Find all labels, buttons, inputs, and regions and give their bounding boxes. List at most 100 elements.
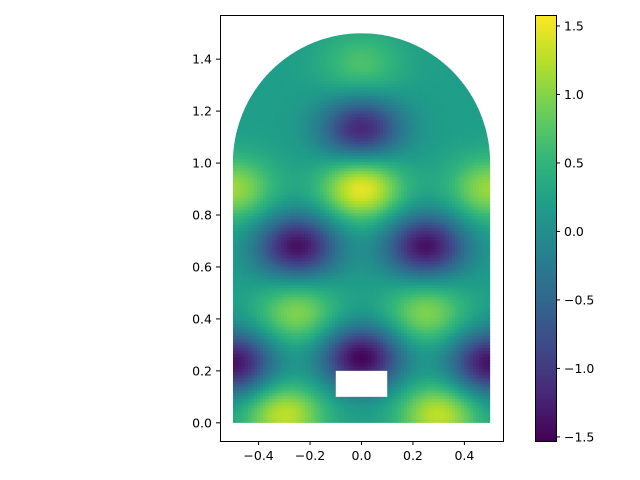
field-cell [241, 198, 246, 202]
field-cell [373, 180, 378, 184]
field-cell [322, 165, 327, 169]
field-cell [340, 102, 345, 106]
field-cell [436, 159, 441, 163]
field-cell [334, 45, 339, 49]
field-cell [331, 198, 336, 202]
field-cell [484, 159, 489, 163]
field-cell [403, 198, 408, 202]
field-cell [316, 114, 321, 118]
field-cell [421, 168, 426, 172]
field-cell [235, 84, 240, 88]
field-cell [379, 96, 384, 100]
field-cell [373, 42, 378, 46]
field-cell [268, 123, 273, 127]
field-cell [463, 192, 468, 196]
field-cell [412, 186, 417, 190]
field-cell [235, 114, 240, 118]
field-cell [475, 123, 480, 127]
field-cell [238, 162, 243, 166]
field-cell [295, 108, 300, 112]
field-cell [286, 99, 291, 103]
field-cell [238, 51, 243, 55]
field-cell [349, 102, 354, 106]
field-cell [457, 39, 462, 43]
field-cell [454, 114, 459, 118]
field-cell [310, 162, 315, 166]
field-cell [451, 36, 456, 40]
field-cell [412, 150, 417, 154]
field-cell [298, 192, 303, 196]
field-cell [403, 144, 408, 148]
field-cell [340, 90, 345, 94]
field-cell [298, 195, 303, 199]
field-cell [364, 51, 369, 55]
field-cell [400, 177, 405, 181]
field-cell [469, 108, 474, 112]
field-cell [274, 51, 279, 55]
field-cell [373, 144, 378, 148]
field-cell [367, 36, 372, 40]
field-cell [370, 33, 375, 37]
field-cell [295, 195, 300, 199]
field-cell [373, 87, 378, 91]
field-cell [235, 87, 240, 91]
field-cell [385, 81, 390, 85]
field-cell [358, 126, 363, 130]
field-cell [460, 87, 465, 91]
field-cell [253, 123, 258, 127]
field-cell [472, 111, 477, 115]
field-cell [367, 135, 372, 139]
field-cell [352, 60, 357, 64]
field-cell [424, 126, 429, 130]
field-cell [448, 171, 453, 175]
field-cell [334, 105, 339, 109]
field-cell [445, 39, 450, 43]
field-cell [283, 135, 288, 139]
field-cell [415, 126, 420, 130]
field-cell [253, 48, 258, 52]
field-cell [439, 135, 444, 139]
field-cell [244, 63, 249, 67]
field-cell [250, 33, 255, 37]
field-cell [331, 42, 336, 46]
field-cell [424, 198, 429, 202]
field-cell [391, 126, 396, 130]
field-cell [298, 156, 303, 160]
field-cell [247, 69, 252, 73]
field-cell [310, 132, 315, 136]
field-cell [394, 75, 399, 79]
field-cell [256, 186, 261, 190]
field-cell [292, 51, 297, 55]
field-cell [436, 72, 441, 76]
field-cell [334, 171, 339, 175]
field-cell [376, 93, 381, 97]
field-cell [280, 174, 285, 178]
field-cell [382, 81, 387, 85]
field-cell [409, 129, 414, 133]
field-cell [436, 93, 441, 97]
field-cell [358, 183, 363, 187]
field-cell [364, 183, 369, 187]
field-cell [403, 141, 408, 145]
field-cell [349, 126, 354, 130]
field-cell [445, 102, 450, 106]
field-cell [334, 60, 339, 64]
field-cell [238, 168, 243, 172]
field-cell [403, 150, 408, 154]
field-cell [319, 162, 324, 166]
field-cell [445, 51, 450, 55]
field-cell [376, 132, 381, 136]
field-cell [313, 189, 318, 193]
field-cell [376, 153, 381, 157]
field-cell [346, 102, 351, 106]
field-cell [469, 132, 474, 136]
field-cell [442, 72, 447, 76]
field-cell [430, 54, 435, 58]
field-cell [280, 72, 285, 76]
field-cell [304, 159, 309, 163]
field-cell [427, 45, 432, 49]
field-cell [463, 198, 468, 202]
field-cell [400, 78, 405, 82]
field-cell [355, 90, 360, 94]
field-cell [235, 42, 240, 46]
